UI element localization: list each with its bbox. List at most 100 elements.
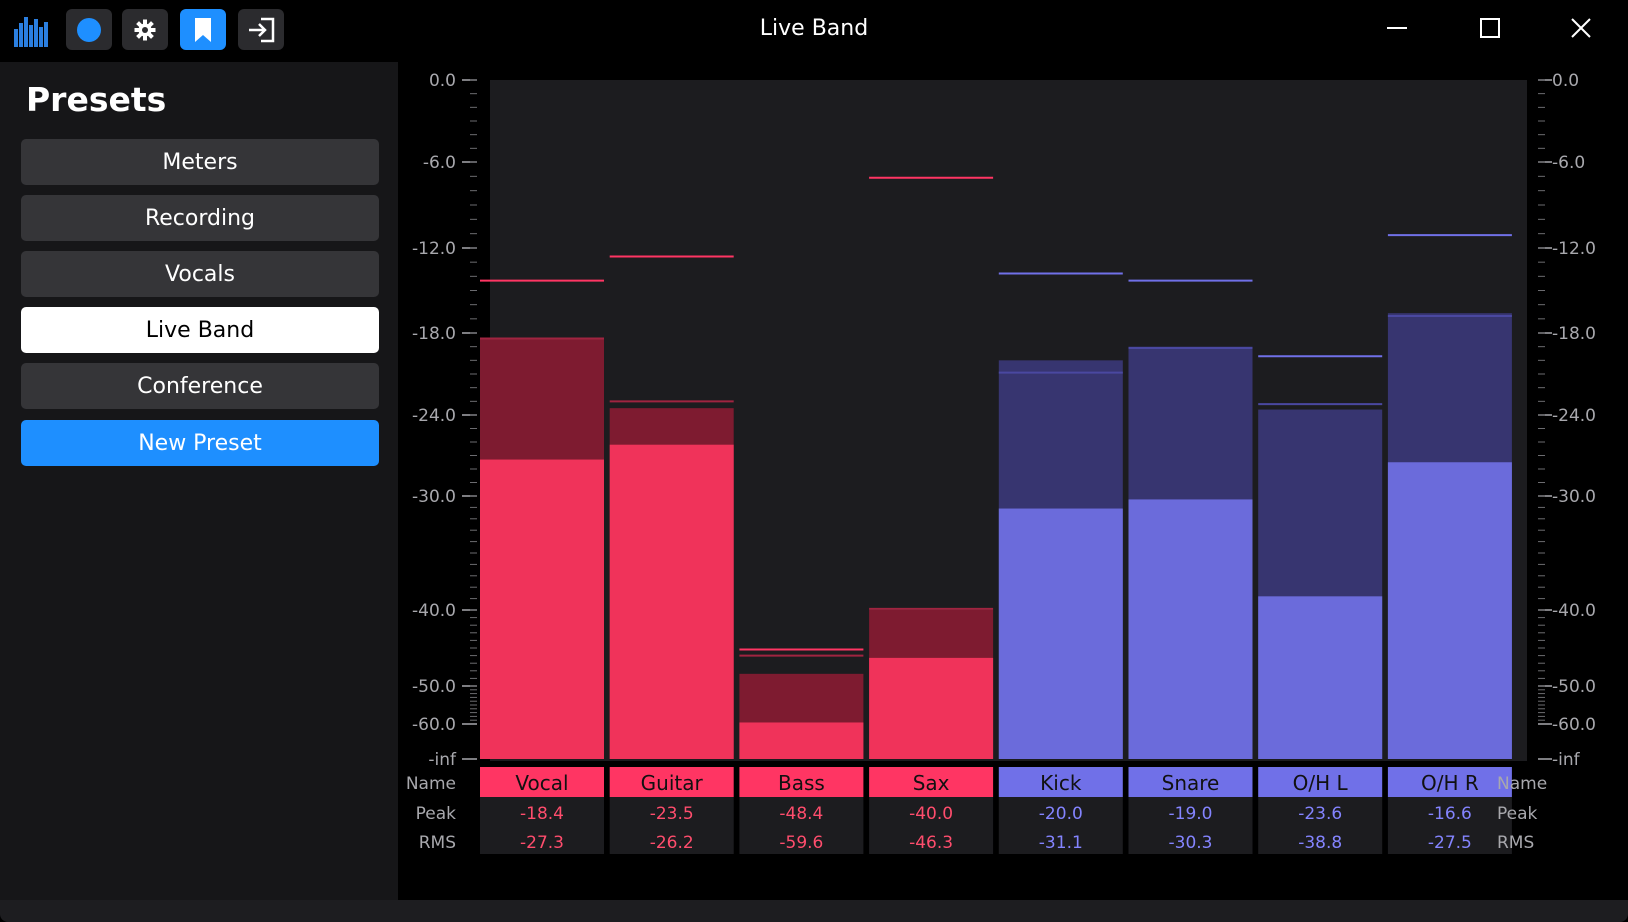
scale-label-right: -18.0: [1552, 324, 1596, 344]
rms-bar: [998, 508, 1123, 759]
peak-value-label: -18.4: [520, 804, 564, 824]
scale-label-left: -50.0: [412, 677, 456, 697]
channel-name-box[interactable]: [869, 767, 994, 797]
channel-values-box: [869, 797, 994, 854]
bookmark-icon: [195, 17, 211, 42]
rms-bar: [1128, 499, 1253, 759]
scale-label-right: -30.0: [1552, 487, 1596, 507]
channel-name-box[interactable]: [1387, 767, 1512, 797]
scale-label-left: -inf: [428, 750, 457, 770]
preset-label: Conference: [137, 373, 263, 399]
rms-bar: [739, 722, 864, 759]
new-preset-label: New Preset: [138, 430, 262, 456]
settings-button[interactable]: [122, 9, 168, 50]
channel-name-box[interactable]: [609, 767, 734, 797]
channel-name-box[interactable]: [998, 767, 1123, 797]
new-preset-button[interactable]: New Preset: [21, 420, 379, 466]
preset-label: Vocals: [165, 261, 235, 287]
scale-label-right: -12.0: [1552, 239, 1596, 259]
channel-name-box[interactable]: [1128, 767, 1253, 797]
presets-sidebar: Presets Meters Recording Vocals Live Ban…: [0, 62, 398, 900]
maximize-button[interactable]: [1470, 12, 1510, 44]
rms-value-label: -31.1: [1039, 833, 1083, 853]
preset-label: Meters: [162, 149, 238, 175]
scale-label-left: 0.0: [429, 71, 456, 91]
channel-name-label: O/H R: [1421, 771, 1479, 795]
exit-icon: [249, 17, 275, 42]
preset-live-band-button[interactable]: Live Band: [21, 307, 379, 353]
rms-bar: [869, 657, 994, 759]
channel-name-label: Snare: [1162, 771, 1220, 795]
preset-vocals-button[interactable]: Vocals: [21, 251, 379, 297]
rms-value-label: -30.3: [1169, 833, 1213, 853]
channel-name-label: O/H L: [1293, 771, 1349, 795]
row-label-left: RMS: [419, 833, 456, 853]
scale-label-right: -40.0: [1552, 601, 1596, 621]
channel-values-box: [998, 797, 1123, 854]
rms-bar: [609, 444, 734, 759]
preset-conference-button[interactable]: Conference: [21, 363, 379, 409]
channel-name-box[interactable]: [739, 767, 864, 797]
rms-bar: [1258, 596, 1383, 759]
presets-button[interactable]: [180, 9, 226, 50]
channel-name-label: Guitar: [641, 771, 704, 795]
scale-label-right: -24.0: [1552, 406, 1596, 426]
scale-label-left: -18.0: [412, 324, 456, 344]
channel-name-label: Kick: [1040, 771, 1082, 795]
channel-name-box[interactable]: [480, 767, 604, 797]
record-icon: [77, 17, 101, 42]
window-title: Live Band: [759, 16, 869, 41]
channel-values-box: [739, 797, 864, 854]
scale-label-right: -60.0: [1552, 715, 1596, 735]
peak-value-label: -23.6: [1298, 804, 1342, 824]
close-button[interactable]: [1561, 12, 1601, 44]
scale-label-right: -6.0: [1552, 153, 1585, 173]
channel-name-label: Sax: [913, 771, 950, 795]
channel-values-box: [1387, 797, 1512, 854]
peak-value-label: -16.6: [1428, 804, 1472, 824]
scale-label-left: -60.0: [412, 715, 456, 735]
channel-name-box[interactable]: [1258, 767, 1383, 797]
channel-values-box: [1128, 797, 1253, 854]
rms-value-label: -59.6: [779, 833, 823, 853]
preset-meters-button[interactable]: Meters: [21, 139, 379, 185]
row-label-left: Peak: [416, 804, 457, 824]
minimize-button[interactable]: [1377, 12, 1417, 44]
rms-value-label: -46.3: [909, 833, 953, 853]
rms-bar: [480, 459, 604, 759]
scale-label-right: -inf: [1552, 750, 1581, 770]
channel-name-label: Bass: [778, 771, 825, 795]
peak-value-label: -23.5: [650, 804, 694, 824]
peak-value-label: -20.0: [1039, 804, 1083, 824]
scale-label-left: -30.0: [412, 487, 456, 507]
scale-label-right: 0.0: [1552, 71, 1579, 91]
peak-value-label: -48.4: [779, 804, 823, 824]
scale-label-left: -40.0: [412, 601, 456, 621]
level-meter-chart: 0.0 0.0 -6.0 -6.0 -12.0 -12.0 -18.0 -18.0 -24.0 -…: [406, 71, 1596, 854]
peak-value-label: -19.0: [1169, 804, 1213, 824]
channel-values-box: [480, 797, 604, 854]
level-meter-app-icon: [14, 17, 48, 47]
rms-value-label: -27.3: [520, 833, 564, 853]
preset-recording-button[interactable]: Recording: [21, 195, 379, 241]
channel-values-box: [1258, 797, 1383, 854]
exit-button[interactable]: [238, 9, 284, 50]
record-button[interactable]: [66, 9, 112, 50]
gear-icon: [134, 19, 156, 40]
preset-label: Live Band: [145, 317, 255, 343]
channel-name-label: Vocal: [515, 771, 568, 795]
rms-bar: [1387, 462, 1512, 759]
peak-value-label: -40.0: [909, 804, 953, 824]
scale-label-left: -6.0: [423, 153, 456, 173]
maximize-icon: [1480, 18, 1500, 38]
presets-heading: Presets: [26, 80, 167, 119]
row-label-left: Name: [406, 774, 456, 794]
scale-label-left: -12.0: [412, 239, 456, 259]
rms-value-label: -38.8: [1298, 833, 1342, 853]
channel-values-box: [609, 797, 734, 854]
row-label-right: RMS: [1497, 833, 1534, 853]
rms-value-label: -27.5: [1428, 833, 1472, 853]
row-label-right: Peak: [1497, 804, 1538, 824]
title-bar: Live Band: [0, 0, 1628, 62]
